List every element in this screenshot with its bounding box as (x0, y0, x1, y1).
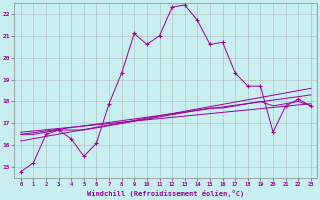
X-axis label: Windchill (Refroidissement éolien,°C): Windchill (Refroidissement éolien,°C) (87, 190, 244, 197)
